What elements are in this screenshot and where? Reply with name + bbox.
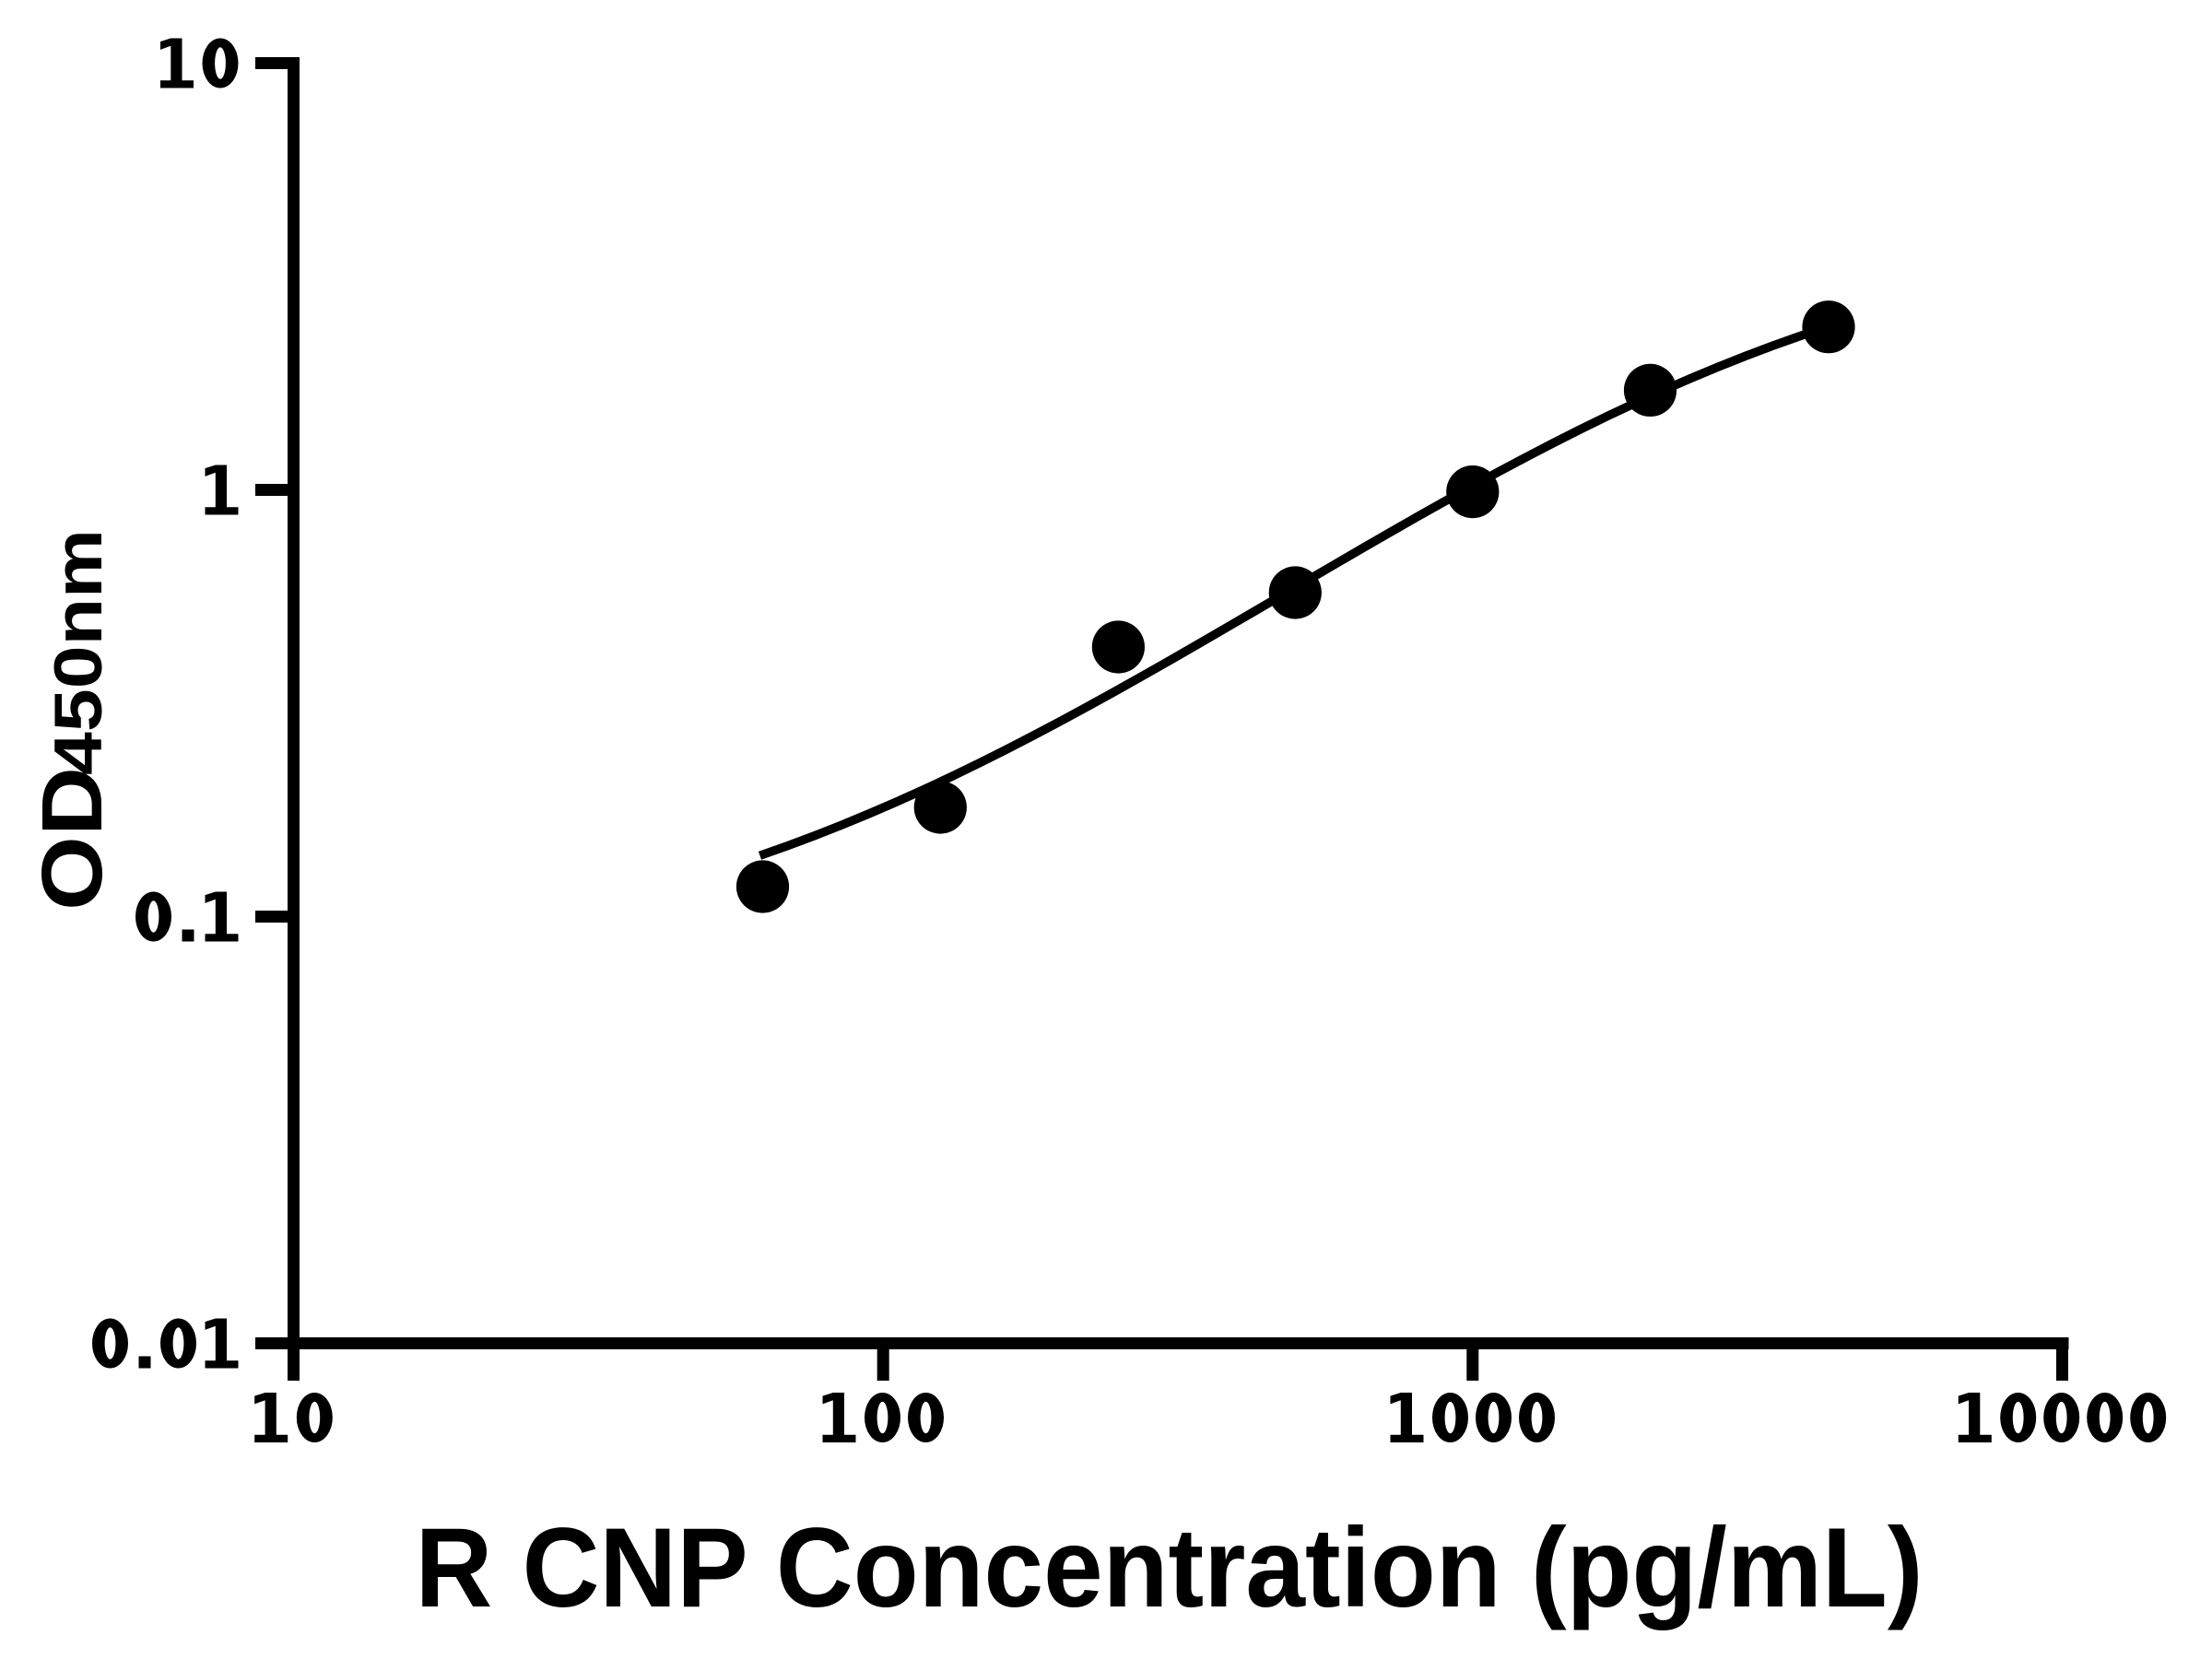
svg-text:R CNP Concentration (pg/mL): R CNP Concentration (pg/mL) — [416, 1505, 1924, 1631]
svg-text:450nm: 450nm — [41, 529, 116, 775]
svg-text:OD: OD — [24, 767, 120, 911]
